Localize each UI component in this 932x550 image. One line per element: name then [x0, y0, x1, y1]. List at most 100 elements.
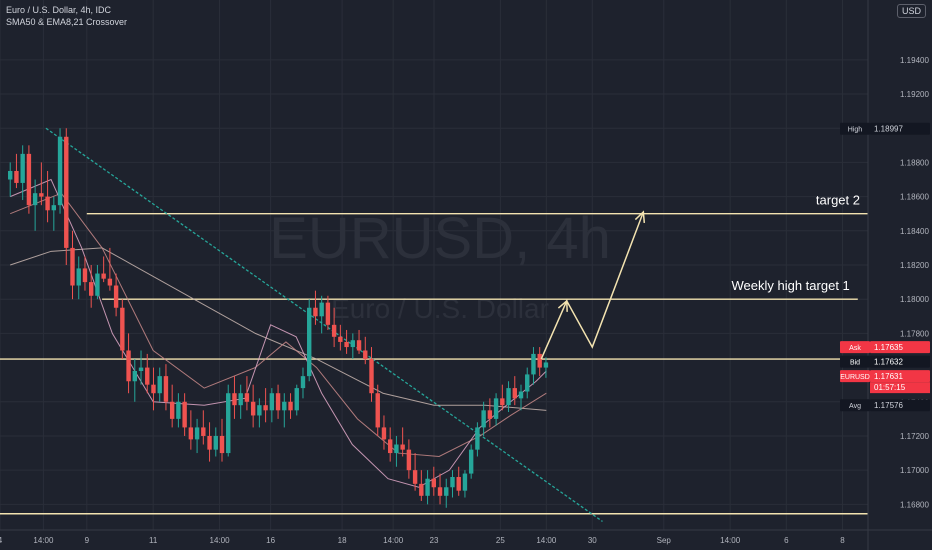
candle	[219, 418, 225, 462]
candle-body	[250, 401, 256, 416]
legend-symbol[interactable]: Euro / U.S. Dollar, 4h, IDC	[6, 5, 112, 15]
candle	[300, 367, 306, 399]
countdown-value: 01:57:15	[874, 383, 906, 392]
candle-body	[57, 136, 63, 206]
price-tick-label: 1.19200	[900, 90, 929, 99]
price-axis-bg	[868, 0, 932, 550]
candle-body	[145, 367, 150, 385]
candle-body	[481, 410, 486, 428]
candle-body	[257, 405, 262, 416]
candle	[425, 470, 430, 505]
candle-body	[88, 282, 94, 296]
candle	[263, 388, 268, 423]
candle-body	[363, 350, 368, 360]
candle	[350, 333, 356, 360]
candle	[57, 128, 63, 214]
candle-body	[282, 401, 287, 411]
candle-body	[537, 353, 542, 368]
candle-body	[394, 444, 399, 454]
candle-body	[64, 136, 69, 248]
candle-body	[244, 393, 250, 402]
candle-body	[313, 307, 318, 317]
candle-body	[219, 435, 225, 454]
candle	[194, 418, 200, 454]
candle	[369, 347, 374, 402]
price-axis[interactable]: 1.194001.192001.190001.188001.186001.184…	[867, 0, 932, 550]
candle-body	[95, 273, 100, 296]
price-tick-label: 1.16800	[900, 500, 929, 509]
candle-body	[518, 391, 524, 399]
candle-body	[45, 196, 50, 211]
candle-body	[475, 427, 480, 450]
watermark-symbol: EURUSD, 4h	[269, 206, 611, 271]
candle	[282, 393, 287, 428]
trend-line[interactable]	[45, 127, 603, 522]
candle	[394, 435, 399, 467]
candle	[269, 388, 275, 423]
candle-body	[500, 398, 505, 406]
last-tag-value: 1.17631	[874, 372, 903, 381]
candle	[244, 376, 250, 411]
candle-body	[300, 376, 306, 389]
candle-body	[375, 393, 380, 428]
candle-body	[20, 153, 25, 183]
candle	[238, 384, 243, 419]
candle-body	[319, 302, 324, 317]
grid	[0, 0, 868, 530]
candle	[201, 410, 206, 445]
candle-body	[269, 393, 275, 411]
bid-tag-bg	[870, 355, 930, 368]
candle-body	[456, 477, 461, 491]
candle	[375, 384, 380, 436]
time-tick-label: 23	[430, 536, 439, 545]
candle	[132, 359, 137, 402]
candle	[338, 324, 343, 351]
candle-body	[356, 340, 362, 351]
projection-arrow[interactable]	[540, 210, 646, 360]
chart-legend[interactable]: Euro / U.S. Dollar, 4h, IDC SMA50 & EMA8…	[6, 4, 127, 28]
last-tag-bg	[870, 370, 930, 383]
candle-body	[400, 444, 405, 450]
time-axis[interactable]: 4 14:00 9 11 14:00 16 18 14:00 23 25 14:00 30 Sep 14:…	[0, 529, 932, 545]
candle-body	[201, 427, 206, 436]
ask-tag-value: 1.17635	[874, 343, 903, 352]
candle-body	[232, 393, 237, 406]
candle	[182, 393, 187, 436]
price-tick-label: 1.18400	[900, 227, 929, 236]
candle	[20, 145, 25, 201]
candle	[82, 256, 88, 291]
candle	[120, 299, 125, 360]
candle	[26, 145, 32, 214]
candle-body	[462, 473, 468, 491]
currency-badge[interactable]: USD	[896, 4, 926, 18]
candle	[113, 273, 119, 317]
candle	[475, 422, 480, 457]
candle-body	[525, 374, 530, 392]
ask-tag-name-bg	[840, 341, 870, 354]
price-tick-label: 1.19400	[900, 56, 929, 65]
time-tick-label: 11	[149, 536, 158, 545]
candle-body	[101, 273, 106, 279]
candle-body	[294, 388, 299, 411]
candle-body	[113, 285, 119, 308]
legend-indicator[interactable]: SMA50 & EMA8,21 Crossover	[6, 17, 128, 27]
candle-body	[506, 388, 511, 406]
candle	[275, 384, 281, 419]
time-tick-label: 25	[496, 536, 505, 545]
candle	[518, 384, 524, 411]
candle	[145, 353, 150, 394]
candle	[88, 265, 94, 308]
candle	[400, 427, 405, 457]
candle-body	[406, 449, 412, 471]
candle-body	[437, 487, 443, 496]
candle	[32, 179, 38, 231]
candle-body	[325, 302, 331, 325]
time-tick-label: 16	[266, 536, 275, 545]
horizontal-levels[interactable]: target 2 Weekly high target 1	[0, 193, 868, 515]
candle-body	[493, 398, 499, 419]
candle	[419, 470, 424, 501]
candle-body	[207, 435, 212, 450]
candle-body	[444, 487, 449, 496]
